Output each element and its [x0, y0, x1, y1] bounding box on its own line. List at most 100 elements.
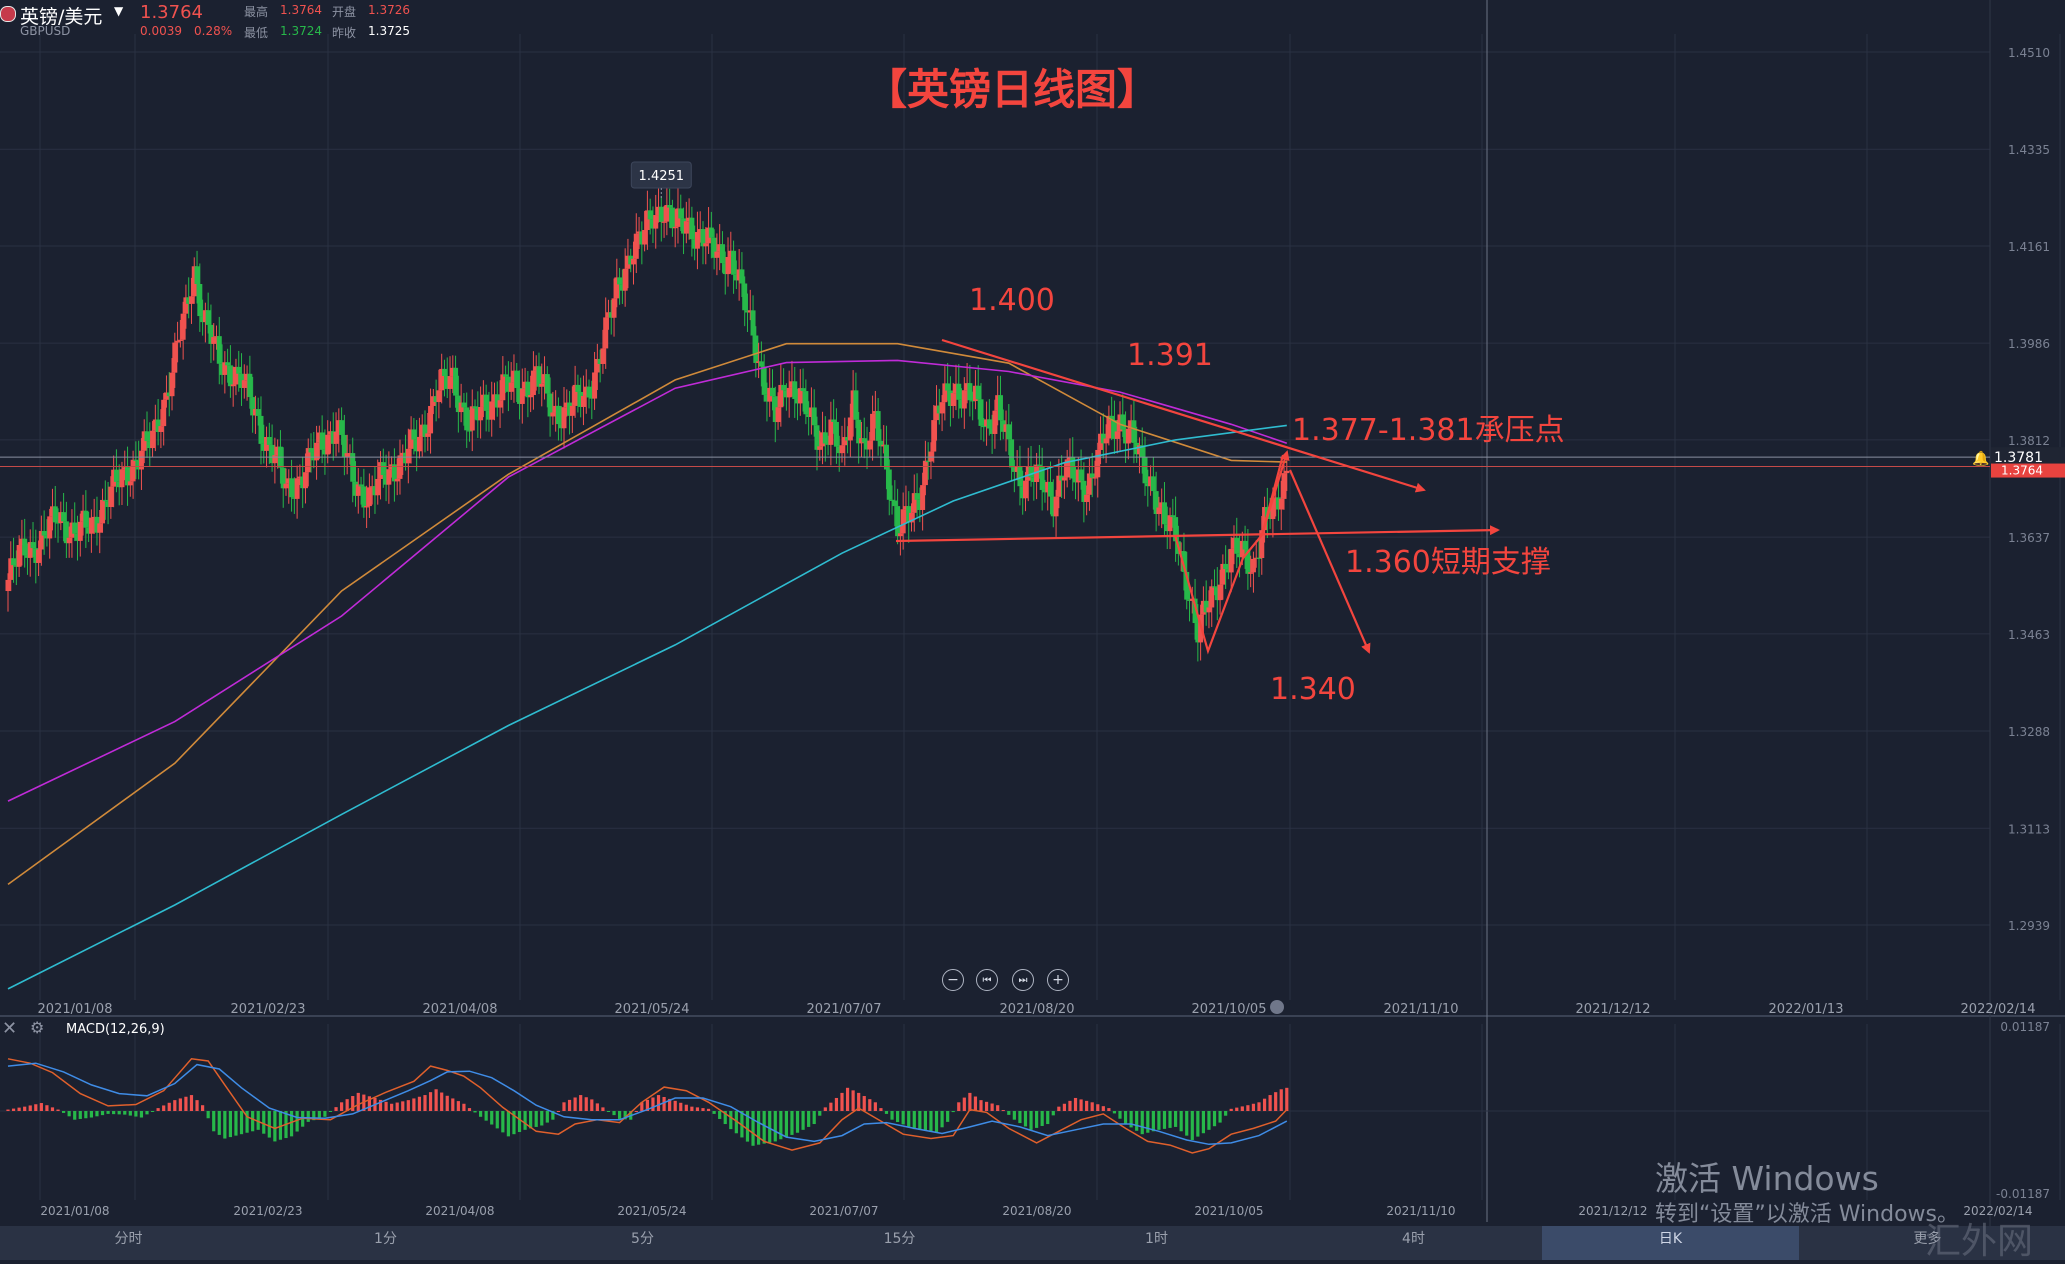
candle[interactable]: [725, 237, 731, 287]
candle[interactable]: [478, 386, 484, 439]
candle[interactable]: [992, 399, 998, 449]
candle[interactable]: [222, 351, 228, 394]
candle[interactable]: [214, 325, 219, 350]
candle[interactable]: [747, 289, 753, 321]
candle[interactable]: [1164, 506, 1170, 550]
candle[interactable]: [505, 361, 511, 412]
candle[interactable]: [920, 472, 926, 531]
candle[interactable]: [305, 438, 311, 487]
candle[interactable]: [369, 475, 375, 505]
candle[interactable]: [416, 417, 422, 459]
candle[interactable]: [1017, 445, 1023, 506]
candle[interactable]: [55, 508, 61, 543]
candle[interactable]: [858, 422, 864, 458]
candle[interactable]: [864, 426, 870, 470]
candle[interactable]: [678, 194, 684, 232]
candle[interactable]: [586, 379, 592, 409]
candle[interactable]: [1231, 525, 1237, 565]
candle[interactable]: [1123, 411, 1129, 463]
candle[interactable]: [1000, 409, 1006, 440]
candle[interactable]: [550, 391, 556, 425]
candle[interactable]: [669, 199, 675, 237]
candle[interactable]: [1189, 586, 1195, 614]
candle[interactable]: [333, 412, 339, 457]
candle[interactable]: [706, 207, 712, 254]
candle[interactable]: [806, 401, 812, 436]
candle[interactable]: [283, 468, 289, 496]
candle[interactable]: [1278, 480, 1284, 531]
candle[interactable]: [1084, 485, 1090, 516]
candle[interactable]: [441, 359, 447, 397]
candle[interactable]: [800, 368, 806, 412]
candle[interactable]: [400, 444, 406, 475]
candle[interactable]: [906, 491, 912, 543]
candle[interactable]: [397, 439, 403, 495]
candle[interactable]: [1250, 551, 1256, 593]
candle[interactable]: [33, 529, 39, 584]
candle[interactable]: [1275, 477, 1281, 521]
candle[interactable]: [1228, 536, 1234, 593]
candle[interactable]: [205, 292, 211, 334]
candle[interactable]: [542, 356, 548, 400]
candle[interactable]: [1031, 464, 1037, 501]
candle[interactable]: [675, 188, 681, 244]
candle[interactable]: [797, 369, 803, 416]
candle[interactable]: [19, 519, 25, 566]
candle[interactable]: [44, 519, 50, 547]
candle[interactable]: [503, 365, 509, 393]
candle[interactable]: [436, 369, 442, 419]
candle[interactable]: [450, 355, 456, 394]
candle[interactable]: [355, 468, 361, 514]
candle[interactable]: [24, 543, 30, 575]
candle[interactable]: [405, 428, 411, 484]
candle[interactable]: [1014, 450, 1020, 481]
candle[interactable]: [163, 375, 169, 408]
zoom-in-button[interactable]: +: [1047, 969, 1069, 991]
candle[interactable]: [1220, 554, 1226, 600]
candle[interactable]: [294, 465, 300, 519]
candle[interactable]: [828, 401, 834, 466]
candle[interactable]: [380, 448, 386, 488]
candle[interactable]: [1111, 400, 1117, 454]
candle[interactable]: [264, 426, 270, 468]
candle[interactable]: [939, 395, 945, 432]
candle[interactable]: [1086, 458, 1092, 511]
candle[interactable]: [1148, 465, 1154, 496]
candle[interactable]: [100, 488, 106, 533]
candle[interactable]: [580, 375, 586, 426]
candle[interactable]: [711, 229, 717, 270]
candle[interactable]: [683, 201, 689, 244]
candle[interactable]: [750, 295, 756, 356]
candle[interactable]: [447, 356, 453, 408]
candle[interactable]: [658, 195, 664, 242]
candle[interactable]: [216, 316, 222, 385]
candle[interactable]: [63, 501, 69, 559]
candle[interactable]: [325, 420, 331, 464]
candle[interactable]: [986, 399, 992, 436]
candle[interactable]: [94, 496, 100, 546]
candle[interactable]: [700, 221, 706, 265]
candle[interactable]: [1131, 399, 1137, 464]
candle[interactable]: [867, 431, 873, 457]
candle[interactable]: [41, 510, 47, 555]
candle[interactable]: [175, 321, 181, 363]
candle[interactable]: [361, 468, 367, 518]
candle[interactable]: [947, 376, 953, 427]
candle[interactable]: [959, 388, 965, 418]
candle[interactable]: [1153, 471, 1159, 532]
candle[interactable]: [225, 348, 231, 383]
candle[interactable]: [1073, 466, 1079, 500]
candle[interactable]: [617, 267, 623, 305]
rewind-button[interactable]: ⏮: [976, 969, 998, 991]
symbol-name[interactable]: 英镑/美元: [20, 6, 103, 28]
candle[interactable]: [694, 211, 700, 270]
candle[interactable]: [511, 354, 517, 403]
candle[interactable]: [302, 453, 308, 504]
candle[interactable]: [364, 485, 370, 529]
candle[interactable]: [52, 486, 58, 538]
candle[interactable]: [583, 369, 589, 414]
candle[interactable]: [492, 382, 497, 421]
candle[interactable]: [895, 488, 901, 545]
candle[interactable]: [1203, 580, 1209, 626]
candle[interactable]: [845, 426, 851, 454]
